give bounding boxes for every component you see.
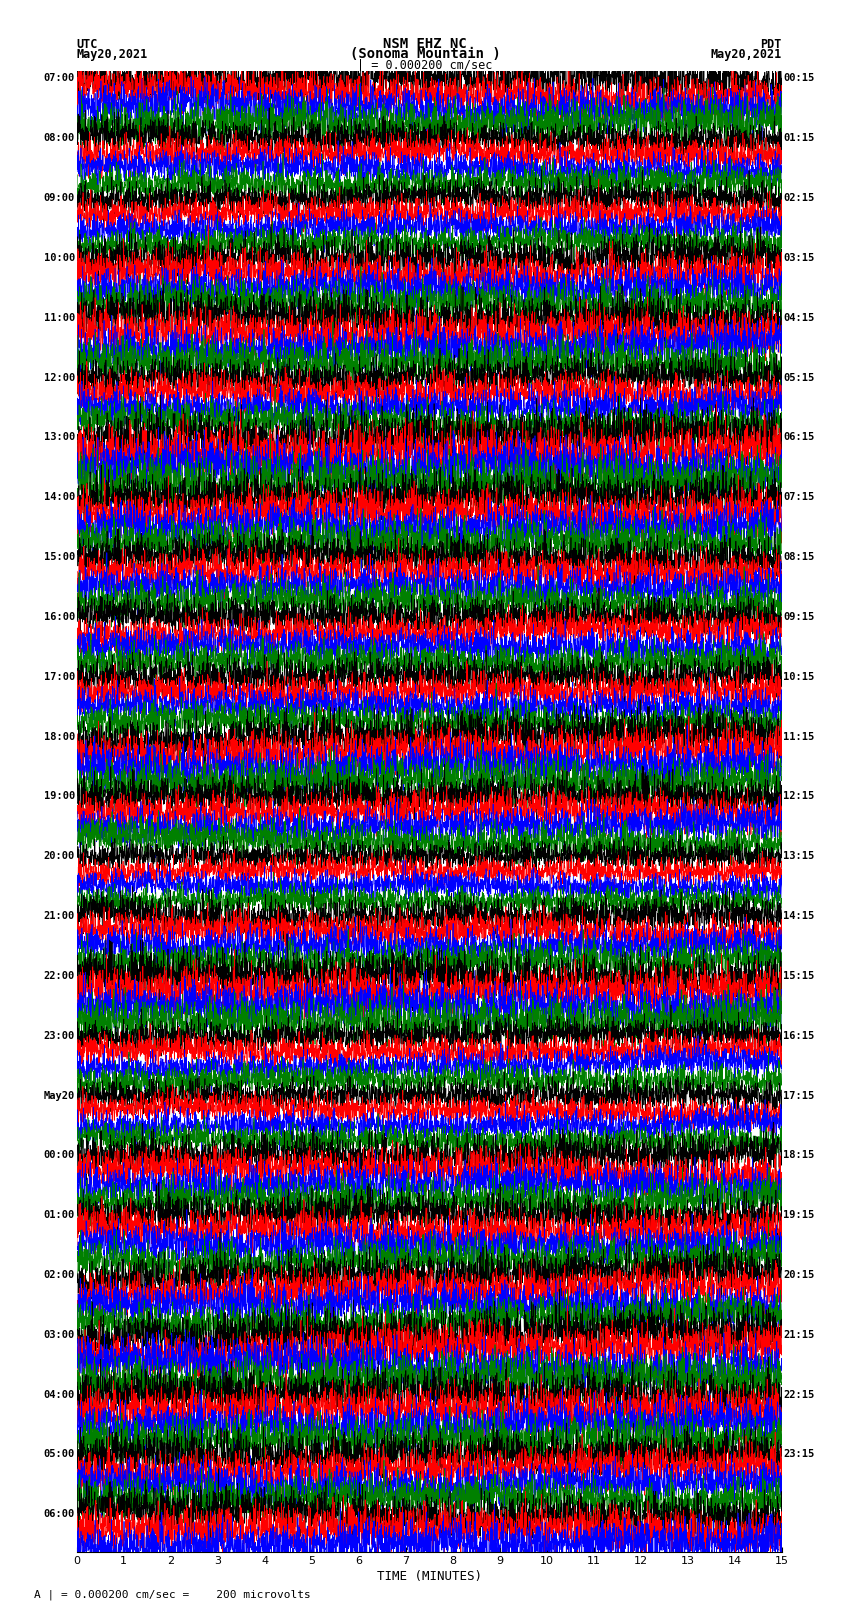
Text: 10:15: 10:15 [784,671,814,682]
Text: 09:15: 09:15 [784,611,814,623]
Text: | = 0.000200 cm/sec: | = 0.000200 cm/sec [357,58,493,71]
Text: 17:00: 17:00 [44,671,75,682]
Text: 15:00: 15:00 [44,552,75,561]
Text: 14:15: 14:15 [784,911,814,921]
Text: 16:15: 16:15 [784,1031,814,1040]
Text: 21:00: 21:00 [44,911,75,921]
Text: (Sonoma Mountain ): (Sonoma Mountain ) [349,47,501,61]
Text: 20:15: 20:15 [784,1269,814,1281]
Text: 00:15: 00:15 [784,74,814,84]
Text: 12:15: 12:15 [784,792,814,802]
Text: May20: May20 [44,1090,75,1100]
Text: 23:15: 23:15 [784,1450,814,1460]
Text: 12:00: 12:00 [44,373,75,382]
Text: 22:00: 22:00 [44,971,75,981]
Text: A | = 0.000200 cm/sec =    200 microvolts: A | = 0.000200 cm/sec = 200 microvolts [34,1589,311,1600]
Text: 14:00: 14:00 [44,492,75,502]
Text: 13:00: 13:00 [44,432,75,442]
Text: 13:15: 13:15 [784,852,814,861]
Text: 06:15: 06:15 [784,432,814,442]
Text: 18:00: 18:00 [44,732,75,742]
Text: UTC: UTC [76,37,98,50]
Text: 08:00: 08:00 [44,134,75,144]
Text: 16:00: 16:00 [44,611,75,623]
Text: 11:15: 11:15 [784,732,814,742]
Text: 15:15: 15:15 [784,971,814,981]
Text: NSM EHZ NC: NSM EHZ NC [383,37,467,50]
Text: 21:15: 21:15 [784,1329,814,1340]
Text: 19:00: 19:00 [44,792,75,802]
Text: 01:15: 01:15 [784,134,814,144]
Text: 03:15: 03:15 [784,253,814,263]
Text: 04:15: 04:15 [784,313,814,323]
Text: 23:00: 23:00 [44,1031,75,1040]
Text: 06:00: 06:00 [44,1510,75,1519]
Text: 22:15: 22:15 [784,1390,814,1400]
Text: May20,2021: May20,2021 [76,48,148,61]
X-axis label: TIME (MINUTES): TIME (MINUTES) [377,1569,482,1582]
Text: 04:00: 04:00 [44,1390,75,1400]
Text: PDT: PDT [761,37,782,50]
Text: 17:15: 17:15 [784,1090,814,1100]
Text: 01:00: 01:00 [44,1210,75,1219]
Text: 08:15: 08:15 [784,552,814,561]
Text: 19:15: 19:15 [784,1210,814,1219]
Text: 05:15: 05:15 [784,373,814,382]
Text: 05:00: 05:00 [44,1450,75,1460]
Text: 09:00: 09:00 [44,194,75,203]
Text: 10:00: 10:00 [44,253,75,263]
Text: 02:15: 02:15 [784,194,814,203]
Text: 00:00: 00:00 [44,1150,75,1160]
Text: 20:00: 20:00 [44,852,75,861]
Text: 03:00: 03:00 [44,1329,75,1340]
Text: 11:00: 11:00 [44,313,75,323]
Text: 02:00: 02:00 [44,1269,75,1281]
Text: 07:15: 07:15 [784,492,814,502]
Text: 07:00: 07:00 [44,74,75,84]
Text: 18:15: 18:15 [784,1150,814,1160]
Text: May20,2021: May20,2021 [711,48,782,61]
